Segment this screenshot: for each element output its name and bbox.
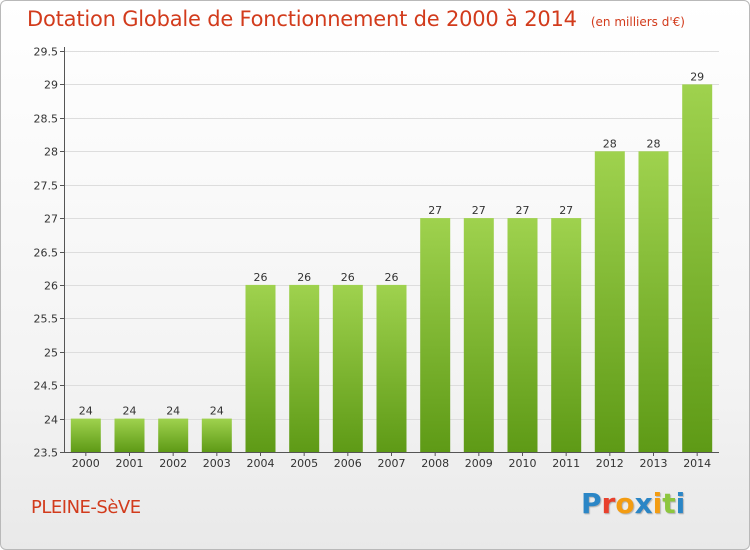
x-tick-label: 2012 <box>596 457 624 470</box>
x-tick-label: 2008 <box>421 457 449 470</box>
bar-value-label: 27 <box>428 204 442 217</box>
axes: 23.5 24 24.5 25 25.5 26 26.5 27 27.5 28 28.5 29 29.5… <box>34 46 719 470</box>
x-tick-label: 2006 <box>334 457 362 470</box>
bar-value-label: 24 <box>166 405 180 418</box>
bar <box>289 284 320 452</box>
bar <box>551 218 582 452</box>
bar-value-label: 27 <box>559 204 573 217</box>
chart-unit: (en milliers d'€) <box>590 15 685 29</box>
y-tick-label: 26 <box>44 280 58 293</box>
x-tick-label: 2011 <box>552 457 580 470</box>
bar <box>463 218 494 452</box>
x-tick-label: 2005 <box>290 457 318 470</box>
bar-value-label: 27 <box>516 204 530 217</box>
logo-letter: r <box>601 487 616 520</box>
x-tick-label: 2000 <box>72 457 100 470</box>
bar <box>638 151 669 453</box>
y-tick-label: 27.5 <box>34 180 59 193</box>
logo-letter: i <box>675 487 686 520</box>
bar-value-label: 29 <box>690 70 704 83</box>
municipality-name: PLEINE-SèVE <box>31 497 141 518</box>
bar <box>245 284 276 452</box>
bar-value-label: 27 <box>472 204 486 217</box>
bar <box>420 218 451 452</box>
y-tick-label: 29.5 <box>34 46 59 59</box>
bar <box>70 418 101 452</box>
bar-value-label: 28 <box>647 137 661 150</box>
bar-value-label: 26 <box>341 271 355 284</box>
bar-value-label: 24 <box>210 405 224 418</box>
bars: 24 24 24 24 26 26 26 26 27 27 27 27 28 28 29 <box>70 70 713 453</box>
bar <box>594 151 625 453</box>
y-tick-label: 24.5 <box>34 380 59 393</box>
x-tick-label: 2003 <box>203 457 231 470</box>
bar-value-label: 24 <box>123 405 137 418</box>
bar <box>507 218 538 452</box>
y-tick-label: 27 <box>44 213 58 226</box>
y-tick-label: 25.5 <box>34 313 59 326</box>
bar-value-label: 26 <box>297 271 311 284</box>
y-tick-label: 28.5 <box>34 113 59 126</box>
logo-letter: i <box>652 487 663 520</box>
logo-letter: P <box>581 487 602 520</box>
x-tick-label: 2004 <box>247 457 275 470</box>
bar <box>332 284 363 452</box>
x-tick-label: 2007 <box>378 457 406 470</box>
y-tick-label: 29 <box>44 79 58 92</box>
chart-title: Dotation Globale de Fonctionnement de 20… <box>27 7 685 31</box>
x-tick-label: 2009 <box>465 457 493 470</box>
bar <box>114 418 145 452</box>
bar-value-label: 24 <box>79 405 93 418</box>
logo-letter: o <box>615 487 635 520</box>
bar-value-label: 26 <box>385 271 399 284</box>
y-tick-label: 26.5 <box>34 247 59 260</box>
chart-title-text: Dotation Globale de Fonctionnement de 20… <box>27 7 577 31</box>
bar <box>376 284 407 452</box>
bar-value-label: 26 <box>254 271 268 284</box>
bar-value-label: 28 <box>603 137 617 150</box>
y-tick-label: 24 <box>44 414 58 427</box>
x-tick-label: 2013 <box>640 457 668 470</box>
x-tick-label: 2014 <box>683 457 711 470</box>
logo-letter: t <box>662 487 676 520</box>
logo-letter: x <box>634 487 653 520</box>
y-tick-label: 23.5 <box>34 447 59 460</box>
y-tick-label: 25 <box>44 347 58 360</box>
bar <box>682 84 713 453</box>
x-tick-label: 2002 <box>159 457 187 470</box>
proxiti-logo: Proxiti <box>581 487 685 520</box>
x-tick-label: 2001 <box>116 457 144 470</box>
bar <box>158 418 189 452</box>
y-tick-label: 28 <box>44 146 58 159</box>
x-tick-label: 2010 <box>509 457 537 470</box>
bar <box>201 418 232 452</box>
